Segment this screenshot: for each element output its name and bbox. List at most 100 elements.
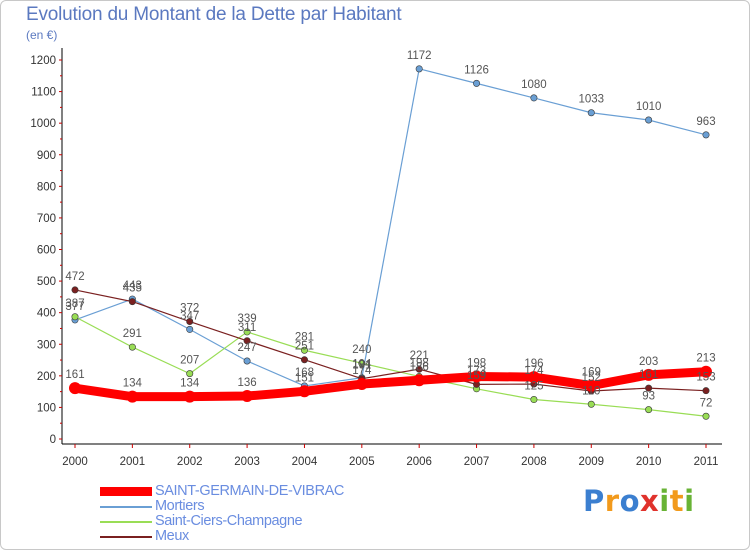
data-labels: 377 443 347 247 168 194 1172 1126 1080 1033 1010 96… [65,50,715,409]
data-label: 198 [410,357,429,369]
data-label: 173 [467,365,486,377]
y-tick-label: 300 [37,339,56,351]
logo-letter: i [684,484,695,518]
y-tick-label: 100 [37,402,56,414]
data-point [530,396,538,404]
data-label: 125 [524,381,543,393]
data-label: 191 [352,360,371,372]
data-label: 472 [65,271,84,283]
data-point [415,365,423,373]
y-tick-label: 1200 [30,55,56,67]
data-point [700,365,712,378]
x-tick-label: 2010 [636,456,662,468]
data-label: 311 [238,322,256,334]
data-point [645,384,653,392]
data-point [587,109,595,117]
data-label: 174 [352,365,372,377]
data-label: 196 [524,358,543,370]
logo-letter: x [640,484,660,518]
data-label: 194 [352,359,372,371]
legend-label-mortiers: Mortiers [155,498,205,514]
legend-swatch-saint-germain [100,487,152,496]
data-point [358,359,366,367]
data-point [642,368,655,381]
data-point [645,406,653,414]
data-point [470,370,483,383]
logo-letter: o [619,484,641,518]
y-tick-label: 800 [37,181,56,193]
data-label: 1010 [636,101,662,113]
legend-label-saint-germain: SAINT-GERMAIN-DE-VIBRAC [155,483,344,499]
data-label: 213 [696,353,715,365]
data-point [300,346,308,354]
logo-letter: r [604,484,620,518]
x-tick-label: 2011 [694,456,719,468]
x-tick-label: 2003 [234,456,260,468]
data-point [473,79,481,87]
logo-letter: i [659,484,670,518]
legend-item-mortiers[interactable]: Mortiers [100,499,430,514]
data-label: 151 [295,372,314,384]
data-label: 1126 [464,64,489,76]
data-label: 203 [639,356,658,368]
data-point [241,390,254,403]
data-point [186,325,194,333]
data-point [702,387,710,395]
x-tick-label: 2005 [349,456,375,468]
data-label: 247 [237,342,256,354]
chart-subtitle: (en €) [26,28,58,42]
legend-item-saint-germain[interactable]: SAINT-GERMAIN-DE-VIBRAC [100,484,430,499]
data-point [298,385,311,398]
data-label: 186 [410,361,429,373]
proxiti-logo: Proxiti [583,484,695,518]
data-label: 443 [123,280,142,292]
data-label: 159 [467,370,486,382]
data-label: 221 [410,350,429,362]
x-tick-label: 2008 [521,456,547,468]
data-point [186,370,194,378]
y-tick-label: 500 [37,276,56,288]
logo-letter: P [583,484,605,518]
y-tick-label: 600 [37,245,56,257]
x-tick-label: 2004 [292,456,318,468]
data-label: 1172 [407,50,432,62]
axes: 0 100 200 300 400 500 600 700 800 900 1000 1100 1200… [30,48,722,468]
data-label: 198 [467,357,486,369]
data-point [355,378,368,391]
legend-label-meux: Meux [155,528,189,544]
x-tick-label: 2006 [406,456,432,468]
legend-item-saint-ciers[interactable]: Saint-Ciers-Champagne [100,514,430,529]
data-point [300,356,308,364]
data-point [186,318,194,326]
series-points [69,65,712,420]
data-label: 339 [237,313,256,325]
data-point [126,390,139,403]
data-label: 435 [123,283,142,295]
data-point [243,328,251,336]
data-label: 240 [352,344,371,356]
series-lines [70,68,711,417]
series-line-2 [74,316,707,417]
y-tick-label: 1000 [30,118,56,130]
data-label: 110 [582,385,600,397]
x-tick-label: 2009 [578,456,604,468]
data-point [645,116,653,124]
data-label: 347 [180,310,199,322]
x-tick-label: 2001 [120,456,146,468]
data-point [413,374,426,387]
data-label: 72 [700,397,713,409]
data-label: 1080 [521,79,547,91]
data-label: 168 [295,367,314,379]
data-label: 93 [642,391,655,403]
x-tick-label: 2002 [177,456,203,468]
data-label: 161 [639,369,658,381]
data-point [702,131,710,139]
legend-item-meux[interactable]: Meux [100,529,430,544]
data-point [128,343,136,351]
logo-letter: t [669,484,685,518]
data-label: 251 [295,341,314,353]
data-label: 169 [582,367,601,379]
y-tick-label: 700 [37,213,56,225]
